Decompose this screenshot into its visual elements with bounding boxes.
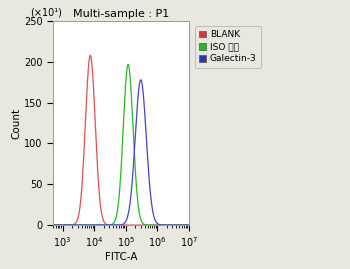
Legend: BLANK, ISO 多抗, Galectin-3: BLANK, ISO 多抗, Galectin-3 <box>195 26 261 68</box>
X-axis label: FITC-A: FITC-A <box>105 252 137 262</box>
Title: Multi-sample : P1: Multi-sample : P1 <box>73 9 169 19</box>
Y-axis label: Count: Count <box>11 108 21 139</box>
Text: (×10¹): (×10¹) <box>30 7 62 17</box>
